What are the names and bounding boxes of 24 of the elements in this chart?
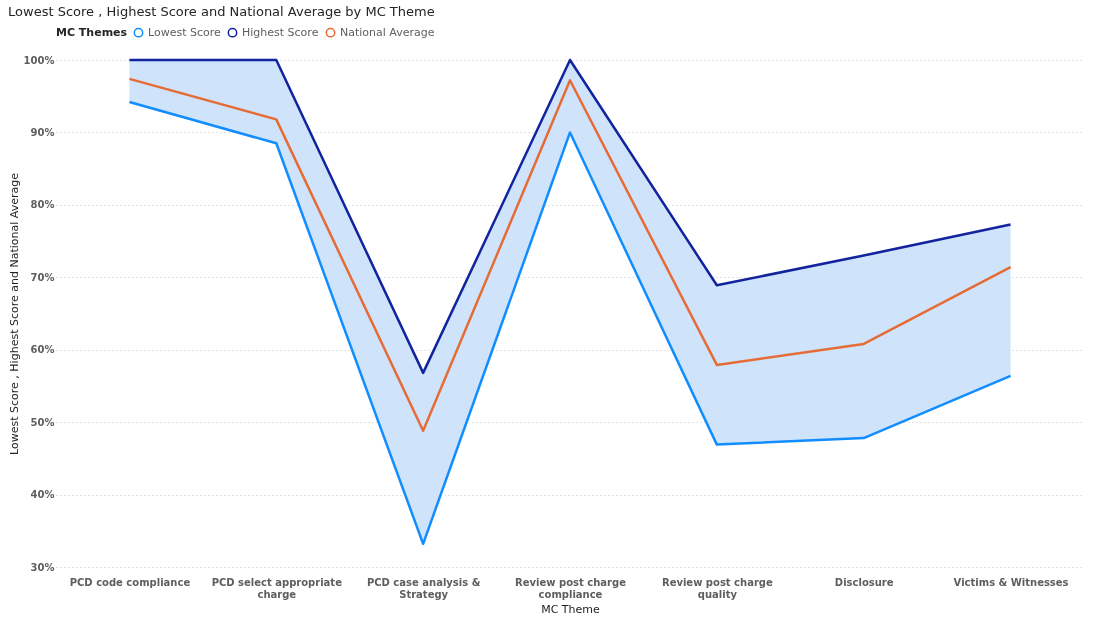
x-tick-label: PCD case analysis & Strategy: [366, 576, 481, 600]
legend-label: National Average: [340, 25, 435, 39]
chart-title: Lowest Score , Highest Score and National Average by MC Theme: [8, 4, 435, 19]
y-tick-label: 30%: [30, 561, 55, 573]
y-tick-label: 70%: [30, 271, 55, 283]
x-tick-label: PCD code compliance: [69, 576, 191, 588]
legend-label: Lowest Score: [148, 25, 222, 39]
x-tick-label: Victims & Witnesses: [953, 576, 1069, 588]
y-axis-title: Lowest Score , Highest Score and National Average: [7, 172, 21, 455]
legend-title: MC Themes: [56, 26, 128, 39]
y-tick-label: 60%: [30, 344, 55, 356]
x-tick-label: Disclosure: [834, 576, 894, 588]
y-tick-label: 90%: [30, 126, 55, 138]
line-series: [128, 58, 1012, 375]
y-tick-label: 80%: [30, 199, 55, 211]
y-tick-label: 40%: [30, 489, 55, 501]
x-tick-label: Review post charge quality: [661, 576, 773, 600]
y-tick-label: 50%: [30, 416, 55, 428]
x-axis-title: MC Theme: [541, 602, 601, 616]
x-tick-label: Review post charge compliance: [515, 576, 627, 600]
x-tick-label: PCD select appropriate charge: [211, 576, 343, 600]
y-tick-label: 100%: [23, 54, 55, 66]
line-series: [128, 77, 1012, 433]
legend-label: Highest Score: [242, 25, 319, 39]
